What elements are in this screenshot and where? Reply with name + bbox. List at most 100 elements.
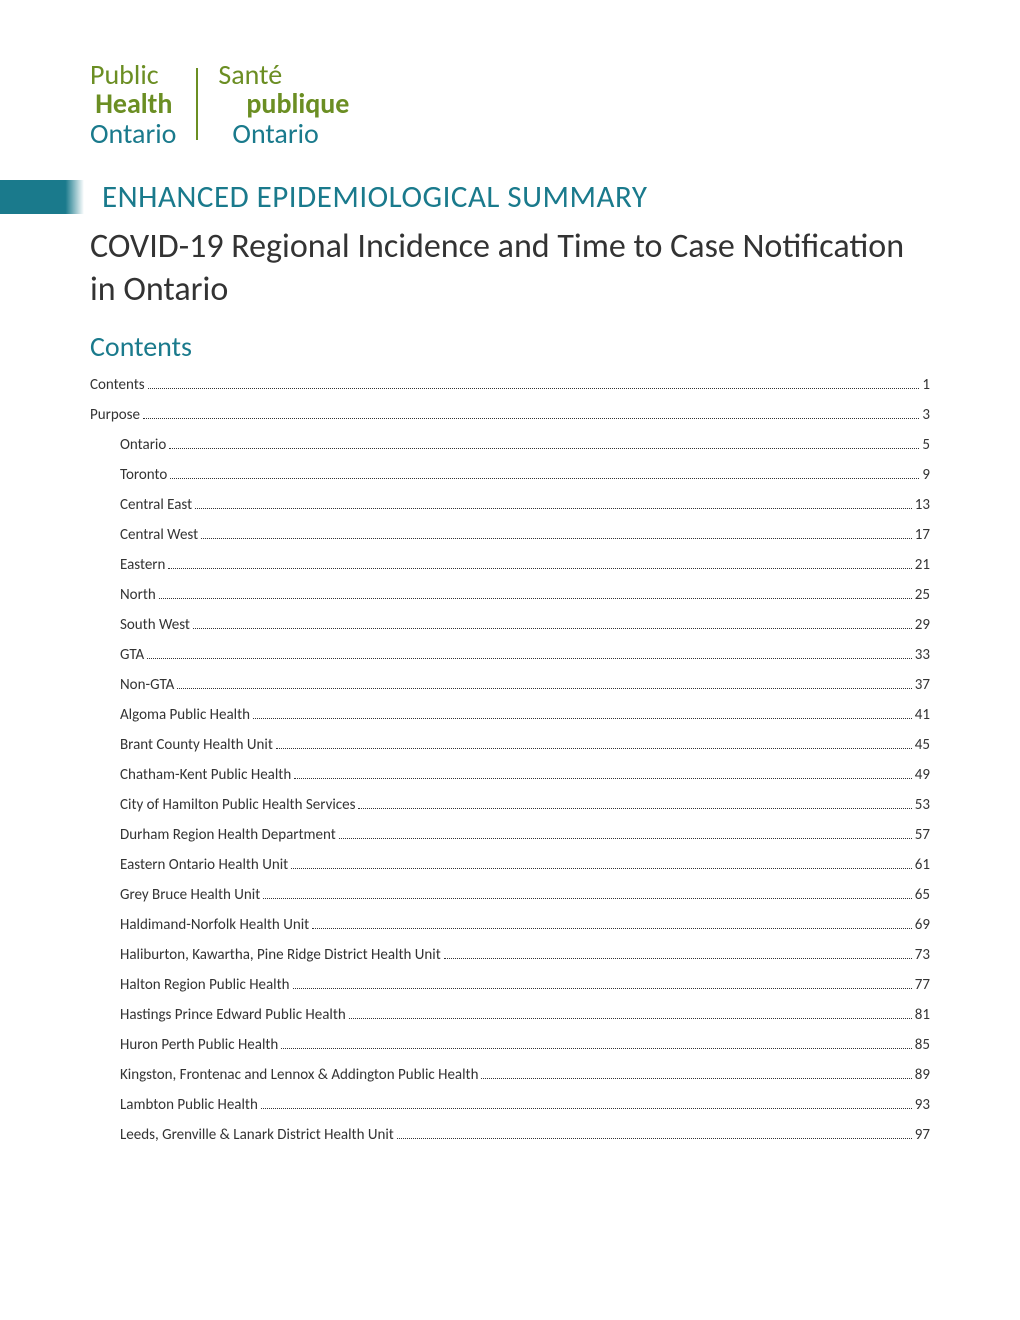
toc-row[interactable]: Durham Region Health Department 57	[90, 826, 930, 844]
toc-page-number: 3	[922, 406, 930, 424]
toc-row[interactable]: Hastings Prince Edward Public Health81	[90, 1006, 930, 1024]
toc-row[interactable]: GTA 33	[90, 646, 930, 664]
toc-row[interactable]: Central West 17	[90, 526, 930, 544]
logo-divider	[196, 68, 198, 140]
toc-row[interactable]: Leeds, Grenville & Lanark District Healt…	[90, 1126, 930, 1144]
toc-page-number: 49	[915, 766, 930, 784]
toc-leader-dots	[294, 778, 912, 779]
toc-label: Brant County Health Unit	[120, 736, 273, 754]
toc-leader-dots	[177, 688, 912, 689]
toc-page-number: 21	[915, 556, 930, 574]
toc-label: Eastern Ontario Health Unit	[120, 856, 288, 874]
toc-page-number: 61	[915, 856, 930, 874]
banner-bar	[0, 180, 84, 214]
logo-en-line3: Ontario	[90, 119, 176, 148]
toc-row[interactable]: North25	[90, 586, 930, 604]
toc-page-number: 65	[915, 886, 930, 904]
toc-row[interactable]: Contents1	[90, 376, 930, 394]
toc-leader-dots	[481, 1078, 911, 1079]
toc-page-number: 25	[915, 586, 930, 604]
toc-leader-dots	[312, 928, 912, 929]
toc-page-number: 57	[915, 826, 930, 844]
toc-page-number: 9	[922, 466, 930, 484]
toc-page-number: 93	[915, 1096, 930, 1114]
toc-leader-dots	[349, 1018, 912, 1019]
toc-label: Lambton Public Health	[120, 1096, 258, 1114]
toc-page-number: 1	[922, 376, 930, 394]
page: Public Health Ontario Santé publique Ont…	[0, 0, 1020, 1184]
toc-leader-dots	[193, 628, 912, 629]
toc-label: Grey Bruce Health Unit	[120, 886, 260, 904]
logo-en-line2: Health	[90, 89, 176, 118]
toc-page-number: 53	[915, 796, 930, 814]
toc-page-number: 29	[915, 616, 930, 634]
toc-page-number: 89	[915, 1066, 930, 1084]
toc-page-number: 77	[915, 976, 930, 994]
toc-page-number: 73	[915, 946, 930, 964]
toc-row[interactable]: Eastern Ontario Health Unit 61	[90, 856, 930, 874]
toc-leader-dots	[147, 658, 912, 659]
toc-leader-dots	[281, 1048, 911, 1049]
toc-leader-dots	[148, 388, 920, 389]
document-eyebrow: ENHANCED EPIDEMIOLOGICAL SUMMARY	[102, 178, 647, 216]
toc-page-number: 17	[915, 526, 930, 544]
toc-label: Ontario	[120, 436, 166, 454]
toc-row[interactable]: Halton Region Public Health77	[90, 976, 930, 994]
toc-page-number: 81	[915, 1006, 930, 1024]
toc-label: Algoma Public Health	[120, 706, 250, 724]
toc-row[interactable]: Brant County Health Unit 45	[90, 736, 930, 754]
toc-page-number: 13	[915, 496, 930, 514]
toc-page-number: 37	[915, 676, 930, 694]
toc-page-number: 45	[915, 736, 930, 754]
toc-row[interactable]: South West29	[90, 616, 930, 634]
toc-leader-dots	[358, 808, 911, 809]
toc-label: Chatham-Kent Public Health	[120, 766, 291, 784]
toc-leader-dots	[170, 478, 919, 479]
toc-label: GTA	[120, 646, 144, 664]
toc-row[interactable]: Haliburton, Kawartha, Pine Ridge Distric…	[90, 946, 930, 964]
logo-row: Public Health Ontario Santé publique Ont…	[90, 60, 930, 148]
logo-fr-line3: Ontario	[218, 119, 349, 148]
contents-heading: Contents	[90, 329, 930, 364]
banner-row: ENHANCED EPIDEMIOLOGICAL SUMMARY	[0, 178, 930, 216]
toc-page-number: 69	[915, 916, 930, 934]
toc-label: Haldimand-Norfolk Health Unit	[120, 916, 309, 934]
logo-fr-line2: publique	[218, 89, 349, 118]
toc-label: Eastern	[120, 556, 165, 574]
toc-leader-dots	[293, 988, 912, 989]
toc-label: City of Hamilton Public Health Services	[120, 796, 355, 814]
toc-row[interactable]: Algoma Public Health41	[90, 706, 930, 724]
toc-row[interactable]: Toronto 9	[90, 466, 930, 484]
table-of-contents: Contents1 Purpose 3 Ontario5 Toronto 9 Central…	[90, 376, 930, 1144]
toc-row[interactable]: City of Hamilton Public Health Services 5…	[90, 796, 930, 814]
toc-label: Toronto	[120, 466, 167, 484]
toc-row[interactable]: Eastern 21	[90, 556, 930, 574]
toc-row[interactable]: Ontario5	[90, 436, 930, 454]
logo-english: Public Health Ontario	[90, 60, 176, 148]
toc-page-number: 33	[915, 646, 930, 664]
toc-row[interactable]: Lambton Public Health 93	[90, 1096, 930, 1114]
toc-label: Durham Region Health Department	[120, 826, 336, 844]
toc-label: Purpose	[90, 406, 140, 424]
toc-leader-dots	[195, 508, 912, 509]
toc-label: Central West	[120, 526, 198, 544]
toc-row[interactable]: Chatham-Kent Public Health 49	[90, 766, 930, 784]
toc-leader-dots	[201, 538, 912, 539]
document-title: COVID-19 Regional Incidence and Time to …	[90, 226, 930, 311]
toc-row[interactable]: Non-GTA 37	[90, 676, 930, 694]
toc-leader-dots	[263, 898, 912, 899]
toc-row[interactable]: Purpose 3	[90, 406, 930, 424]
toc-row[interactable]: Central East13	[90, 496, 930, 514]
toc-leader-dots	[253, 718, 912, 719]
toc-row[interactable]: Grey Bruce Health Unit 65	[90, 886, 930, 904]
toc-label: Non-GTA	[120, 676, 174, 694]
toc-leader-dots	[159, 598, 912, 599]
toc-leader-dots	[291, 868, 912, 869]
toc-label: Leeds, Grenville & Lanark District Healt…	[120, 1126, 394, 1144]
toc-row[interactable]: Huron Perth Public Health85	[90, 1036, 930, 1054]
toc-row[interactable]: Haldimand-Norfolk Health Unit 69	[90, 916, 930, 934]
toc-leader-dots	[339, 838, 912, 839]
toc-leader-dots	[261, 1108, 912, 1109]
logo-en-line1: Public	[90, 60, 176, 89]
toc-row[interactable]: Kingston, Frontenac and Lennox & Addingt…	[90, 1066, 930, 1084]
